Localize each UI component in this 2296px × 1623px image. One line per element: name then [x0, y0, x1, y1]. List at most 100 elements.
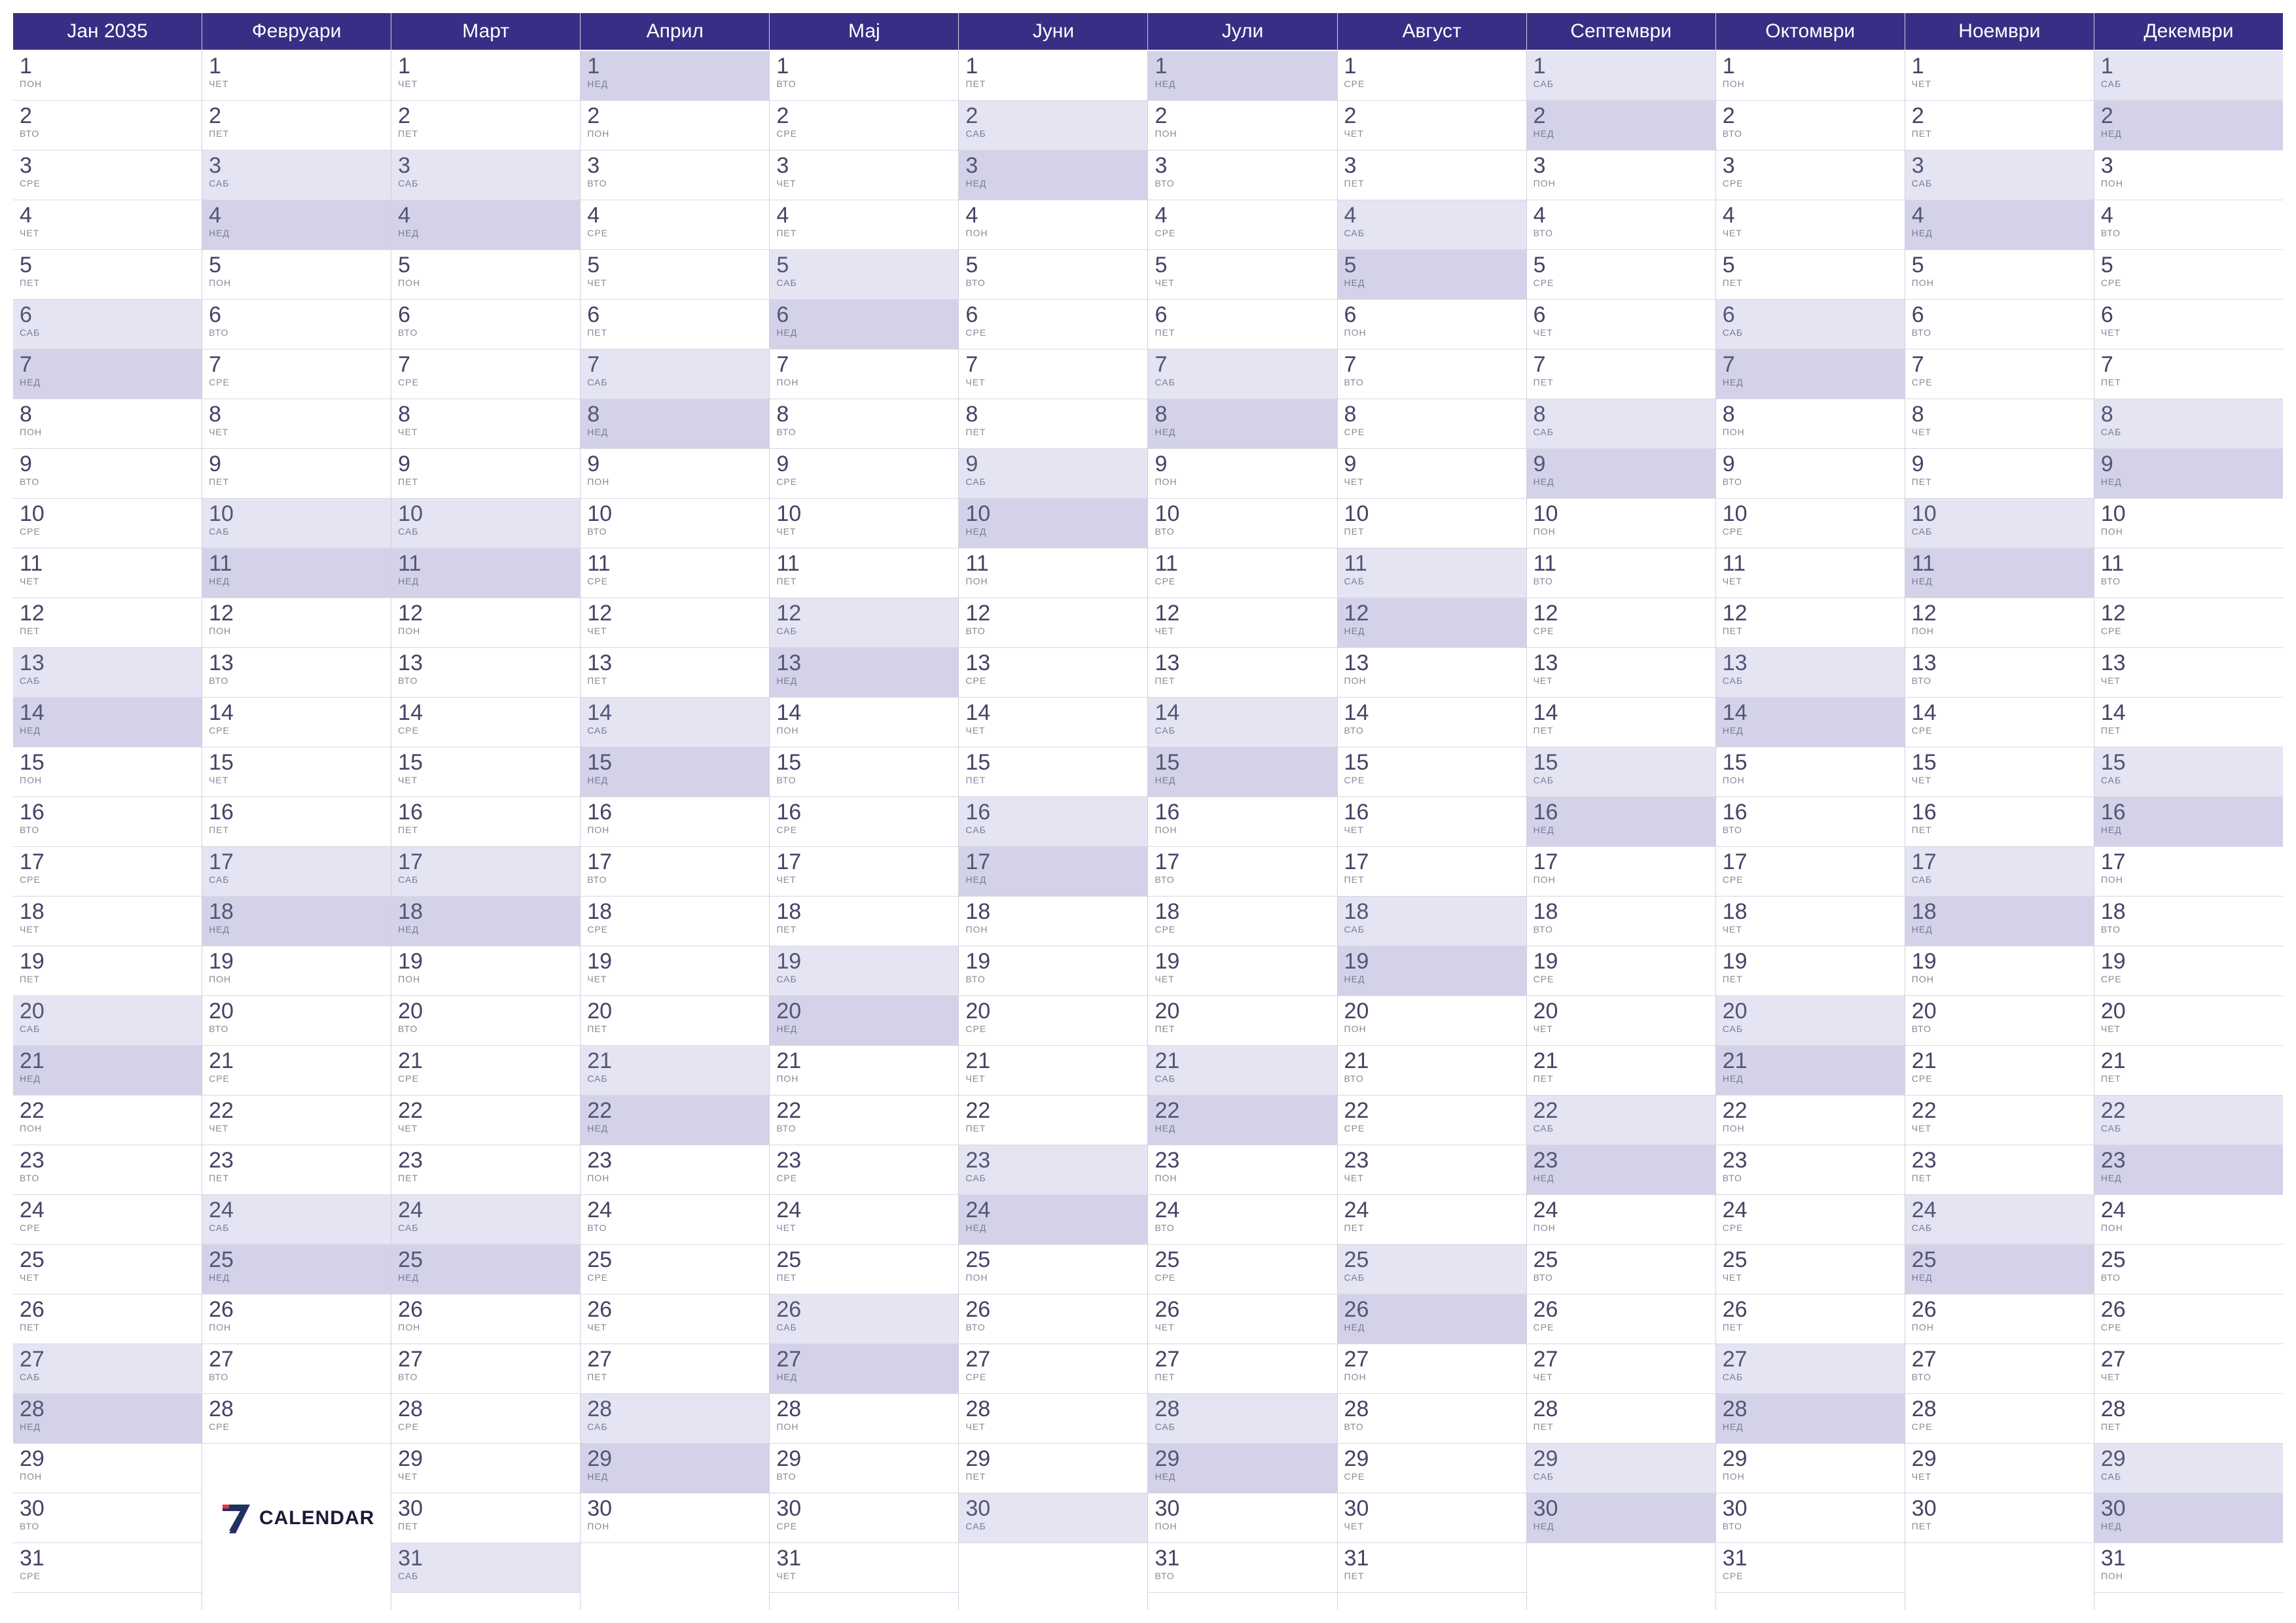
- day-cell: 7ПЕТ: [1527, 349, 1715, 399]
- day-cell: 21СРЕ: [1905, 1046, 2094, 1096]
- day-of-week-label: НЕД: [1155, 79, 1331, 89]
- day-number: 14: [209, 702, 386, 724]
- day-number: 22: [1912, 1099, 2089, 1122]
- day-cell: 10СРЕ: [1716, 499, 1905, 548]
- day-of-week-label: НЕД: [2101, 128, 2278, 139]
- day-number: 27: [1534, 1348, 1710, 1370]
- day-of-week-label: ЧЕТ: [398, 427, 575, 437]
- day-of-week-label: ЧЕТ: [20, 924, 196, 935]
- day-cell: 18НЕД: [202, 897, 391, 946]
- day-cell: 23СРЕ: [770, 1145, 958, 1195]
- day-cell: 14НЕД: [1716, 698, 1905, 747]
- day-number: 21: [1155, 1050, 1331, 1072]
- day-number: 27: [2101, 1348, 2278, 1370]
- day-of-week-label: НЕД: [1723, 1073, 1899, 1084]
- day-cell: 26САБ: [770, 1294, 958, 1344]
- day-cell: 17САБ: [391, 847, 580, 897]
- day-of-week-label: НЕД: [587, 427, 764, 437]
- day-number: 4: [1155, 204, 1331, 226]
- logo-seven-icon: [219, 1501, 254, 1536]
- day-cell: 18СРЕ: [1148, 897, 1336, 946]
- empty-cell: [1905, 1543, 2094, 1593]
- month-header: Јули: [1148, 13, 1336, 51]
- day-number: 12: [20, 602, 196, 624]
- day-cell: 20ПЕТ: [1148, 996, 1336, 1046]
- day-cell: 13ПЕТ: [1148, 648, 1336, 698]
- day-cell: 5ПОН: [1905, 250, 2094, 300]
- day-number: 25: [398, 1249, 575, 1271]
- day-cell: 3ПОН: [2094, 151, 2283, 200]
- day-of-week-label: САБ: [209, 1222, 386, 1233]
- day-cell: 17НЕД: [959, 847, 1147, 897]
- day-number: 23: [776, 1149, 953, 1171]
- day-number: 22: [2101, 1099, 2278, 1122]
- day-of-week-label: ПОН: [965, 1272, 1142, 1283]
- day-of-week-label: ПЕТ: [1344, 178, 1521, 188]
- day-number: 19: [398, 950, 575, 972]
- day-cell: 5НЕД: [1338, 250, 1526, 300]
- day-number: 4: [398, 204, 575, 226]
- day-number: 16: [1534, 801, 1710, 823]
- day-cell: 13ПЕТ: [581, 648, 769, 698]
- day-of-week-label: САБ: [2101, 1471, 2278, 1482]
- day-number: 23: [1155, 1149, 1331, 1171]
- day-of-week-label: ПЕТ: [398, 1173, 575, 1183]
- day-number: 8: [965, 403, 1142, 425]
- day-cell: 31СРЕ: [1716, 1543, 1905, 1593]
- day-cell: 17ВТО: [1148, 847, 1336, 897]
- day-of-week-label: ВТО: [1534, 576, 1710, 586]
- day-of-week-label: ПЕТ: [776, 228, 953, 238]
- day-cell: 11САБ: [1338, 548, 1526, 598]
- day-cell: 4ЧЕТ: [13, 200, 202, 250]
- month-column: Јуни1ПЕТ2САБ3НЕД4ПОН5ВТО6СРЕ7ЧЕТ8ПЕТ9САБ…: [959, 13, 1148, 1610]
- day-number: 29: [776, 1448, 953, 1470]
- day-cell: 9ПОН: [581, 449, 769, 499]
- day-number: 9: [1912, 453, 2089, 475]
- day-cell: 11ПЕТ: [770, 548, 958, 598]
- day-cell: 9СРЕ: [770, 449, 958, 499]
- day-cell: 2ПОН: [581, 101, 769, 151]
- day-cell: 8САБ: [1527, 399, 1715, 449]
- day-of-week-label: НЕД: [20, 725, 196, 736]
- day-number: 2: [1912, 105, 2089, 127]
- day-number: 19: [965, 950, 1142, 972]
- day-of-week-label: ПОН: [776, 1073, 953, 1084]
- day-of-week-label: НЕД: [1534, 476, 1710, 487]
- day-of-week-label: ПОН: [1912, 1322, 2089, 1332]
- day-number: 13: [776, 652, 953, 674]
- day-number: 2: [1155, 105, 1331, 127]
- day-number: 23: [209, 1149, 386, 1171]
- day-number: 15: [1155, 751, 1331, 774]
- day-of-week-label: СРЕ: [965, 675, 1142, 686]
- day-number: 17: [398, 851, 575, 873]
- day-number: 11: [1723, 552, 1899, 575]
- day-of-week-label: ВТО: [1534, 228, 1710, 238]
- day-number: 25: [965, 1249, 1142, 1271]
- day-cell: 23ПОН: [1148, 1145, 1336, 1195]
- day-cell: 29НЕД: [581, 1444, 769, 1493]
- day-number: 19: [776, 950, 953, 972]
- day-of-week-label: СРЕ: [1912, 1421, 2089, 1432]
- month-days: 1ПОН2ВТО3СРЕ4ЧЕТ5ПЕТ6САБ7НЕД8ПОН9ВТО10СР…: [1716, 51, 1905, 1610]
- day-number: 19: [20, 950, 196, 972]
- day-of-week-label: ЧЕТ: [398, 79, 575, 89]
- day-number: 23: [1912, 1149, 2089, 1171]
- day-of-week-label: САБ: [587, 377, 764, 387]
- day-number: 30: [2101, 1497, 2278, 1520]
- day-cell: 30ПЕТ: [1905, 1493, 2094, 1543]
- day-number: 23: [398, 1149, 575, 1171]
- day-number: 31: [398, 1547, 575, 1569]
- day-number: 20: [587, 1000, 764, 1022]
- day-cell: 20ВТО: [202, 996, 391, 1046]
- day-of-week-label: ВТО: [965, 626, 1142, 636]
- day-cell: 6САБ: [13, 300, 202, 349]
- day-number: 24: [20, 1199, 196, 1221]
- day-number: 29: [965, 1448, 1142, 1470]
- day-cell: 17ПОН: [1527, 847, 1715, 897]
- day-of-week-label: СРЕ: [776, 128, 953, 139]
- day-number: 3: [398, 154, 575, 177]
- day-cell: 12ПОН: [1905, 598, 2094, 648]
- day-cell: 1НЕД: [1148, 51, 1336, 101]
- day-of-week-label: СРЕ: [1155, 576, 1331, 586]
- day-of-week-label: ЧЕТ: [2101, 1372, 2278, 1382]
